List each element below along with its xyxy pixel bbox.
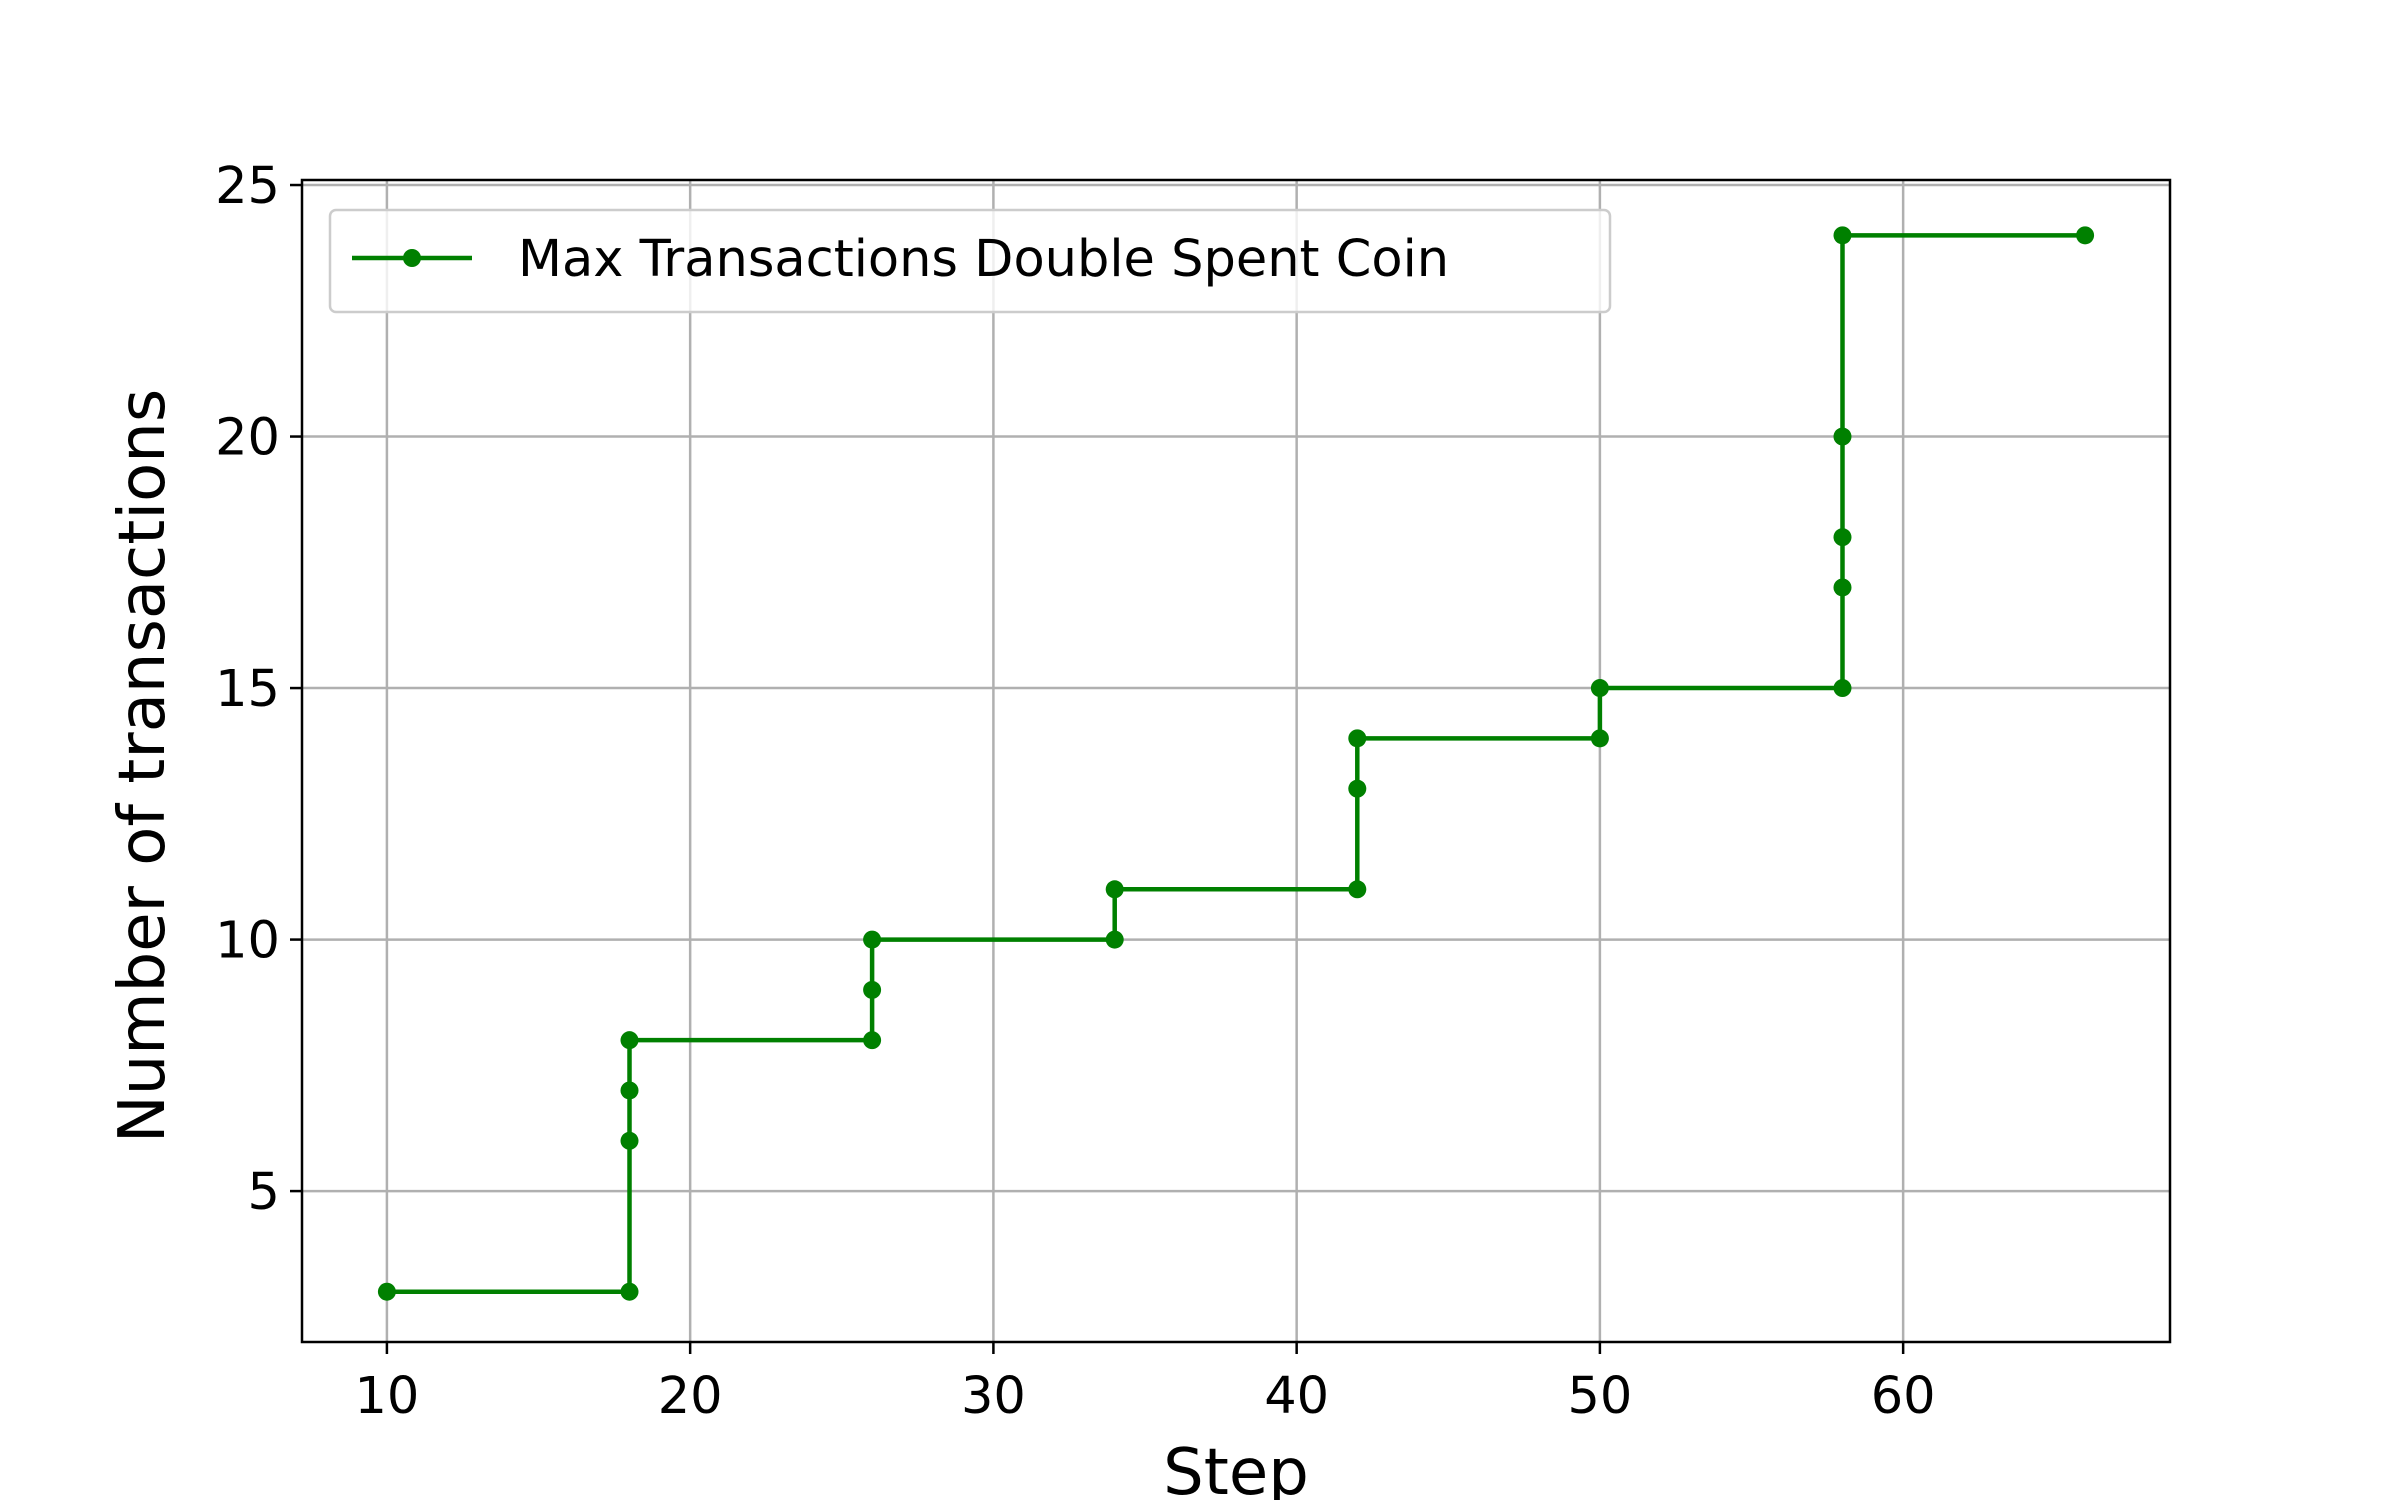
data-point xyxy=(863,980,882,999)
data-point xyxy=(1590,729,1609,748)
x-tick-label: 30 xyxy=(961,1367,1026,1426)
data-point xyxy=(620,1031,639,1050)
data-point xyxy=(1590,679,1609,698)
data-point xyxy=(1833,578,1852,597)
plot-frame xyxy=(300,178,2172,1344)
data-point xyxy=(1105,930,1124,949)
x-tick-label: 60 xyxy=(1871,1367,1936,1426)
data-point xyxy=(863,1031,882,1050)
y-tick-label: 10 xyxy=(215,912,280,971)
y-tick-label: 25 xyxy=(215,157,280,216)
data-point xyxy=(620,1131,639,1150)
y-tick-label: 20 xyxy=(215,409,280,468)
legend-entry-label: Max Transactions Double Spent Coin xyxy=(518,230,1449,289)
x-axis-label: Step xyxy=(1163,1436,1309,1500)
y-tick-label: 5 xyxy=(248,1163,280,1222)
data-point xyxy=(620,1081,639,1100)
y-tick-label: 15 xyxy=(215,660,280,719)
series-layer xyxy=(377,226,2095,1301)
data-point xyxy=(1348,779,1367,798)
data-point xyxy=(1833,528,1852,547)
grid xyxy=(302,180,2170,1342)
data-point xyxy=(1105,880,1124,899)
legend-marker-swatch xyxy=(403,249,421,267)
data-point xyxy=(1348,880,1367,899)
data-point xyxy=(377,1282,396,1301)
data-point xyxy=(1833,679,1852,698)
data-point xyxy=(620,1282,639,1301)
x-tick-label: 40 xyxy=(1264,1367,1329,1426)
data-point xyxy=(1833,427,1852,446)
x-tick-label: 10 xyxy=(354,1367,419,1426)
data-point xyxy=(1833,226,1852,245)
legend-box xyxy=(328,208,1612,314)
axis-ticks: 10 20 30 40 50 60 5 10 15 20 25 xyxy=(215,157,1936,1426)
data-point xyxy=(1348,729,1367,748)
data-point xyxy=(863,930,882,949)
data-point xyxy=(2076,226,2095,245)
x-tick-label: 50 xyxy=(1567,1367,1632,1426)
x-tick-label: 20 xyxy=(658,1367,723,1426)
legend: Max Transactions Double Spent Coin xyxy=(328,208,1612,314)
y-axis-label: Number of transactions xyxy=(106,389,180,1143)
